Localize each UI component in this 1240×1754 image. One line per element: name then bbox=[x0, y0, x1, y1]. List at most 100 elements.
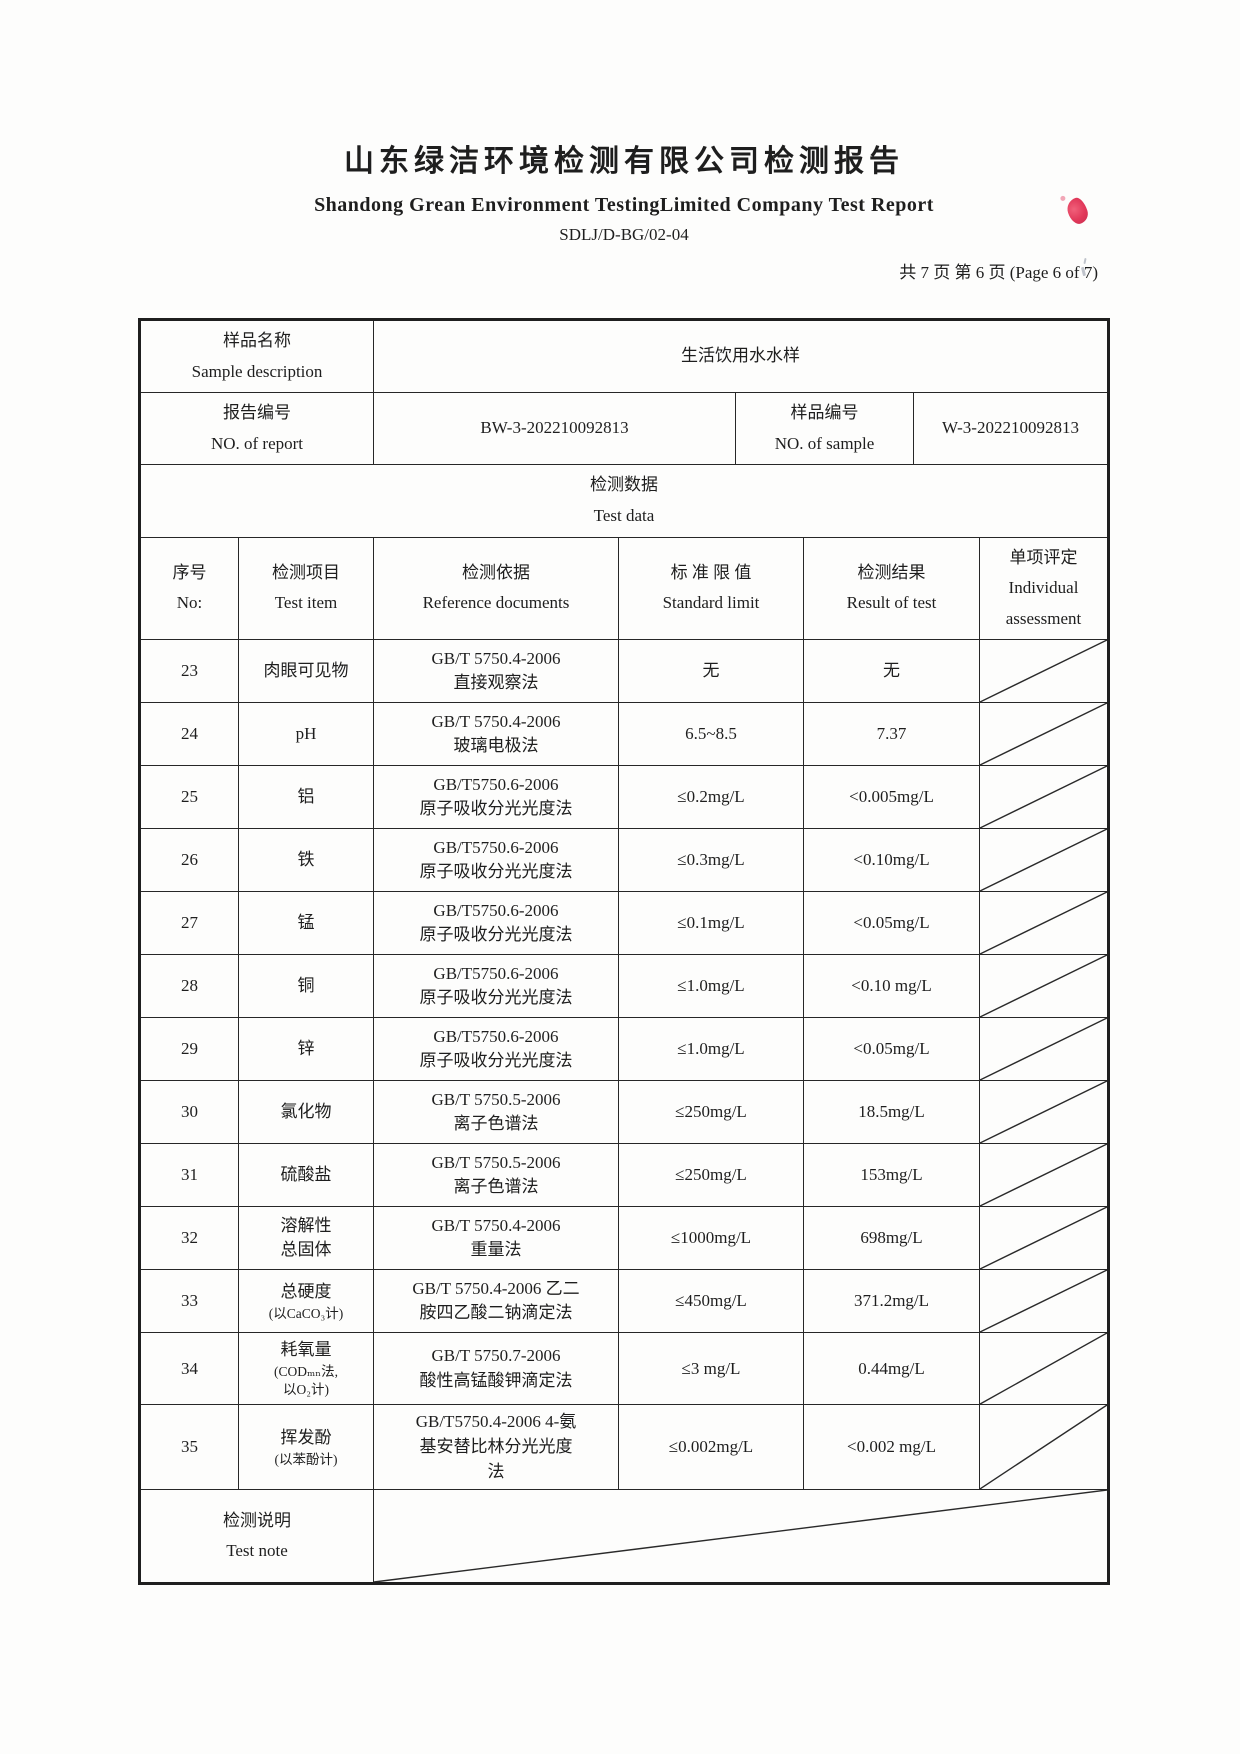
sample-no-label: 样品编号 NO. of sample bbox=[735, 393, 913, 465]
test-item-cell: pH bbox=[238, 703, 373, 766]
reference-document-cell: GB/T 5750.5-2006 离子色谱法 bbox=[373, 1144, 618, 1207]
test-result-cell: <0.005mg/L bbox=[803, 766, 979, 829]
diagonal-slash-icon bbox=[980, 1018, 1107, 1080]
row-number-cell: 28 bbox=[181, 976, 198, 996]
diagonal-slash-icon bbox=[980, 892, 1107, 954]
assessment-cell bbox=[979, 1081, 1107, 1144]
reference-document-cell: GB/T5750.6-2006 原子吸收分光光度法 bbox=[373, 892, 618, 955]
row-number-cell: 26 bbox=[181, 850, 198, 870]
table-row: 35 挥发酚 (以苯酚计) GB/T5750.4-2006 4-氨 基安替比林分光… bbox=[141, 1404, 1107, 1490]
assessment-cell bbox=[979, 829, 1107, 892]
col-header-limit: 标 准 限 值 Standard limit bbox=[618, 537, 803, 640]
diagonal-slash-icon bbox=[980, 640, 1107, 702]
test-item-cell: 总硬度 (以CaCO₃计) bbox=[238, 1270, 373, 1333]
test-note-row: 检测说明 Test note bbox=[141, 1489, 1107, 1583]
diagonal-slash-icon bbox=[980, 703, 1107, 765]
col-header-no: 序号 No: bbox=[172, 562, 207, 613]
reference-document-cell: GB/T 5750.4-2006 重量法 bbox=[373, 1207, 618, 1270]
assessment-cell bbox=[979, 703, 1107, 766]
col-header-reference: 检测依据 Reference documents bbox=[373, 537, 618, 640]
sample-description-value: 生活饮用水水样 bbox=[373, 321, 1107, 393]
standard-limit-cell: ≤0.3mg/L bbox=[618, 829, 803, 892]
test-result-cell: 371.2mg/L bbox=[803, 1270, 979, 1333]
reference-document-cell: GB/T5750.6-2006 原子吸收分光光度法 bbox=[373, 829, 618, 892]
reference-document-cell: GB/T5750.6-2006 原子吸收分光光度法 bbox=[373, 766, 618, 829]
diagonal-slash-icon bbox=[980, 1144, 1107, 1206]
test-result-cell: <0.05mg/L bbox=[803, 1018, 979, 1081]
test-item-name: 总硬度 bbox=[280, 1281, 332, 1301]
reference-document-cell: GB/T5750.6-2006 原子吸收分光光度法 bbox=[373, 955, 618, 1018]
test-item-qualifier: (CODₘₙ法, 以O₂计) bbox=[274, 1363, 338, 1398]
table-row: 30 氯化物 GB/T 5750.5-2006 离子色谱法 ≤250mg/L 18… bbox=[141, 1080, 1107, 1144]
diagonal-slash-icon bbox=[980, 1207, 1107, 1269]
report-number-row: 报告编号 NO. of report BW-3-202210092813 样品编号… bbox=[141, 392, 1107, 465]
table-row: 26 铁 GB/T5750.6-2006 原子吸收分光光度法 ≤0.3mg/L <… bbox=[141, 828, 1107, 892]
test-item-cell: 锌 bbox=[238, 1018, 373, 1081]
report-no-label: 报告编号 NO. of report bbox=[210, 403, 304, 453]
test-result-cell: <0.002 mg/L bbox=[803, 1405, 979, 1490]
row-number-cell: 27 bbox=[181, 913, 198, 933]
diagonal-slash-icon bbox=[980, 766, 1107, 828]
test-result-cell: 18.5mg/L bbox=[803, 1081, 979, 1144]
test-item-name: 铝 bbox=[297, 787, 315, 807]
test-note-label: 检测说明 Test note bbox=[223, 1510, 291, 1561]
standard-limit-cell: 无 bbox=[618, 640, 803, 703]
standard-limit-cell: 6.5~8.5 bbox=[618, 703, 803, 766]
test-item-cell: 氯化物 bbox=[238, 1081, 373, 1144]
assessment-cell bbox=[979, 955, 1107, 1018]
report-header: 山东绿洁环境检测有限公司检测报告 Shandong Grean Environm… bbox=[138, 142, 1110, 284]
test-item-name: 硫酸盐 bbox=[280, 1165, 332, 1185]
row-number-cell: 25 bbox=[181, 787, 198, 807]
assessment-cell bbox=[979, 1144, 1107, 1207]
document-code: SDLJ/D-BG/02-04 bbox=[559, 225, 689, 244]
reference-document-cell: GB/T5750.4-2006 4-氨 基安替比林分光光度法 bbox=[373, 1405, 618, 1490]
table-row: 23 肉眼可见物 GB/T 5750.4-2006 直接观察法 无 无 bbox=[141, 639, 1107, 703]
test-item-name: pH bbox=[295, 724, 317, 744]
sample-no-value: W-3-202210092813 bbox=[913, 393, 1107, 465]
reference-document-cell: GB/T 5750.5-2006 离子色谱法 bbox=[373, 1081, 618, 1144]
test-result-cell: 153mg/L bbox=[803, 1144, 979, 1207]
standard-limit-cell: ≤0.2mg/L bbox=[618, 766, 803, 829]
row-number-cell: 34 bbox=[181, 1358, 198, 1378]
sample-description-label: 样品名称 Sample description bbox=[191, 331, 323, 381]
test-item-name: 挥发酚 bbox=[280, 1427, 332, 1447]
col-header-item: 检测项目 Test item bbox=[238, 537, 373, 640]
test-result-cell: 698mg/L bbox=[803, 1207, 979, 1270]
test-report-table: 样品名称 Sample description 生活饮用水水样 报告编号 NO. o… bbox=[138, 318, 1110, 1586]
assessment-cell bbox=[979, 1333, 1107, 1405]
report-subtitle-en: Shandong Grean Environment TestingLimite… bbox=[314, 194, 934, 216]
test-result-cell: <0.05mg/L bbox=[803, 892, 979, 955]
assessment-cell bbox=[979, 1018, 1107, 1081]
diagonal-slash-icon bbox=[980, 1270, 1107, 1332]
test-item-name: 氯化物 bbox=[280, 1102, 332, 1122]
test-note-value bbox=[373, 1490, 1107, 1583]
test-item-cell: 铝 bbox=[238, 766, 373, 829]
test-result-cell: <0.10 mg/L bbox=[803, 955, 979, 1018]
diagonal-slash-icon bbox=[980, 1405, 1107, 1489]
test-result-cell: 0.44mg/L bbox=[803, 1333, 979, 1405]
diagonal-slash-icon bbox=[980, 829, 1107, 891]
row-number-cell: 30 bbox=[181, 1102, 198, 1122]
assessment-cell bbox=[979, 1270, 1107, 1333]
table-row: 31 硫酸盐 GB/T 5750.5-2006 离子色谱法 ≤250mg/L 15… bbox=[141, 1143, 1107, 1207]
standard-limit-cell: ≤250mg/L bbox=[618, 1144, 803, 1207]
standard-limit-cell: ≤250mg/L bbox=[618, 1081, 803, 1144]
table-row: 25 铝 GB/T5750.6-2006 原子吸收分光光度法 ≤0.2mg/L <… bbox=[141, 765, 1107, 829]
row-number-cell: 24 bbox=[181, 724, 198, 744]
test-item-cell: 肉眼可见物 bbox=[238, 640, 373, 703]
test-item-cell: 锰 bbox=[238, 892, 373, 955]
diagonal-slash-icon bbox=[980, 1333, 1107, 1404]
row-number-cell: 33 bbox=[181, 1291, 198, 1311]
reference-document-cell: GB/T 5750.4-2006 乙二 胺四乙酸二钠滴定法 bbox=[373, 1270, 618, 1333]
reference-document-cell: GB/T 5750.4-2006 玻璃电极法 bbox=[373, 703, 618, 766]
test-result-cell: <0.10mg/L bbox=[803, 829, 979, 892]
assessment-cell bbox=[979, 1207, 1107, 1270]
standard-limit-cell: ≤1.0mg/L bbox=[618, 955, 803, 1018]
test-item-cell: 耗氧量 (CODₘₙ法, 以O₂计) bbox=[238, 1333, 373, 1405]
test-item-cell: 铜 bbox=[238, 955, 373, 1018]
table-row: 24 pH GB/T 5750.4-2006 玻璃电极法 6.5~8.5 7.37 bbox=[141, 702, 1107, 766]
page-indicator: 共 7 页 第 6 页 (Page 6 of 7) bbox=[899, 263, 1098, 282]
reference-document-cell: GB/T 5750.7-2006 酸性高锰酸钾滴定法 bbox=[373, 1333, 618, 1405]
faint-pen-mark bbox=[1080, 257, 1090, 280]
